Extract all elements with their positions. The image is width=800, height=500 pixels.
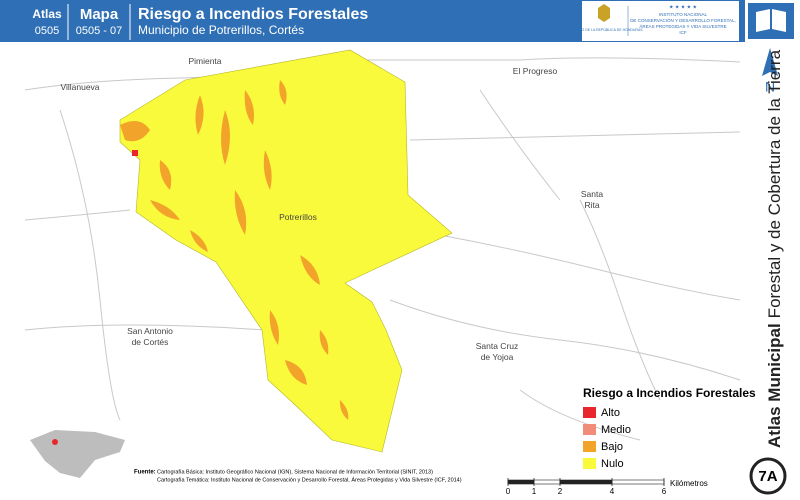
coat-of-arms xyxy=(598,4,610,22)
legend-swatch xyxy=(583,407,596,418)
locator-marker xyxy=(52,439,58,445)
scale-segment xyxy=(533,479,561,485)
atlas-code: 0505 xyxy=(35,25,59,37)
side-title-bold: Atlas Municipal xyxy=(765,323,784,448)
place-label: Santa Rita xyxy=(581,189,603,210)
legend-swatch xyxy=(583,458,596,469)
legend-title: Riesgo a Incendios Forestales xyxy=(583,386,756,400)
title: Riesgo a Incendios Forestales xyxy=(138,6,368,23)
risk-patches xyxy=(120,80,349,420)
side-title-rest: Forestal y de Cobertura de la Tierra xyxy=(765,49,784,318)
north-label: N xyxy=(765,79,775,95)
scale-tick-label: 6 xyxy=(662,487,667,496)
legend: Alto Medio Bajo Nulo xyxy=(583,407,631,470)
scale-tick-label: 4 xyxy=(610,487,615,496)
scale-unit: Kilómetros xyxy=(670,479,708,488)
source-line: Cartografía Temática: Instituto Nacional… xyxy=(157,476,462,483)
place-label: Santa Cruz de Yojoa xyxy=(476,341,519,362)
high-risk-spot xyxy=(132,150,138,156)
place-label: Pimienta xyxy=(188,56,221,66)
source: Fuente: Cartografía Básica: Instituto Geo… xyxy=(134,469,462,483)
legend-label: Bajo xyxy=(601,441,623,453)
place-labels: Pimienta Villanueva El Progreso Santa Rita Po… xyxy=(60,56,603,362)
book-icon xyxy=(756,9,786,32)
place-line: Rita xyxy=(584,200,599,210)
scale-tick-label: 1 xyxy=(532,487,537,496)
scale-segment xyxy=(507,479,535,485)
side-title: Atlas Municipal Forestal y de Cobertura d… xyxy=(765,49,784,448)
map-label: Mapa xyxy=(80,6,119,23)
scale-segment xyxy=(559,479,613,485)
place-line: Santa Cruz xyxy=(476,341,519,351)
place-line: Villanueva xyxy=(60,82,99,92)
scale-tick-label: 0 xyxy=(506,487,511,496)
place-line: El Progreso xyxy=(513,66,558,76)
municipality xyxy=(119,49,453,453)
legend-label: Medio xyxy=(601,424,631,436)
place-label: Potrerillos xyxy=(279,212,317,222)
map-code: 0505 - 07 xyxy=(76,25,122,37)
book-icon-box xyxy=(748,3,794,39)
sheet-label: 7A xyxy=(758,468,777,485)
atlas-label: Atlas xyxy=(32,7,62,21)
sheet-badge xyxy=(749,457,787,495)
place-line: Potrerillos xyxy=(279,212,317,222)
logo-right-text: ICF xyxy=(679,30,687,35)
place-line: de Cortés xyxy=(132,337,169,347)
place-line: San Antonio xyxy=(127,326,173,336)
logo-right-text: DE CONSERVACIÓN Y DESARROLLO FORESTAL, xyxy=(630,17,736,23)
scale-tick-label: 2 xyxy=(558,487,563,496)
source-line: Cartografía Básica: Instituto Geográfico… xyxy=(157,469,433,475)
legend-label: Nulo xyxy=(601,458,624,470)
place-line: Santa xyxy=(581,189,603,199)
logo-left-text: GOBIERNO DE LA REPÚBLICA DE HONDURAS xyxy=(565,28,643,32)
subtitle: Municipio de Potrerillos, Cortés xyxy=(138,23,304,37)
north-arrow xyxy=(762,48,778,76)
logo-stars: ★ ★ ★ ★ ★ xyxy=(669,4,697,10)
scale-segment xyxy=(611,479,665,485)
legend-swatch xyxy=(583,441,596,452)
side-strip xyxy=(745,0,800,500)
place-label: El Progreso xyxy=(513,66,558,76)
place-line: Pimienta xyxy=(188,56,221,66)
legend-label: Alto xyxy=(601,407,620,419)
legend-swatch xyxy=(583,424,596,435)
logo-right-text: ÁREAS PROTEGIDAS Y VIDA SILVESTRE xyxy=(639,23,726,29)
logo-right-text: INSTITUTO NACIONAL xyxy=(659,12,707,17)
place-line: de Yojoa xyxy=(481,352,514,362)
place-label: Villanueva xyxy=(60,82,99,92)
source-label: Fuente: xyxy=(134,470,156,476)
place-label: San Antonio de Cortés xyxy=(127,326,173,347)
